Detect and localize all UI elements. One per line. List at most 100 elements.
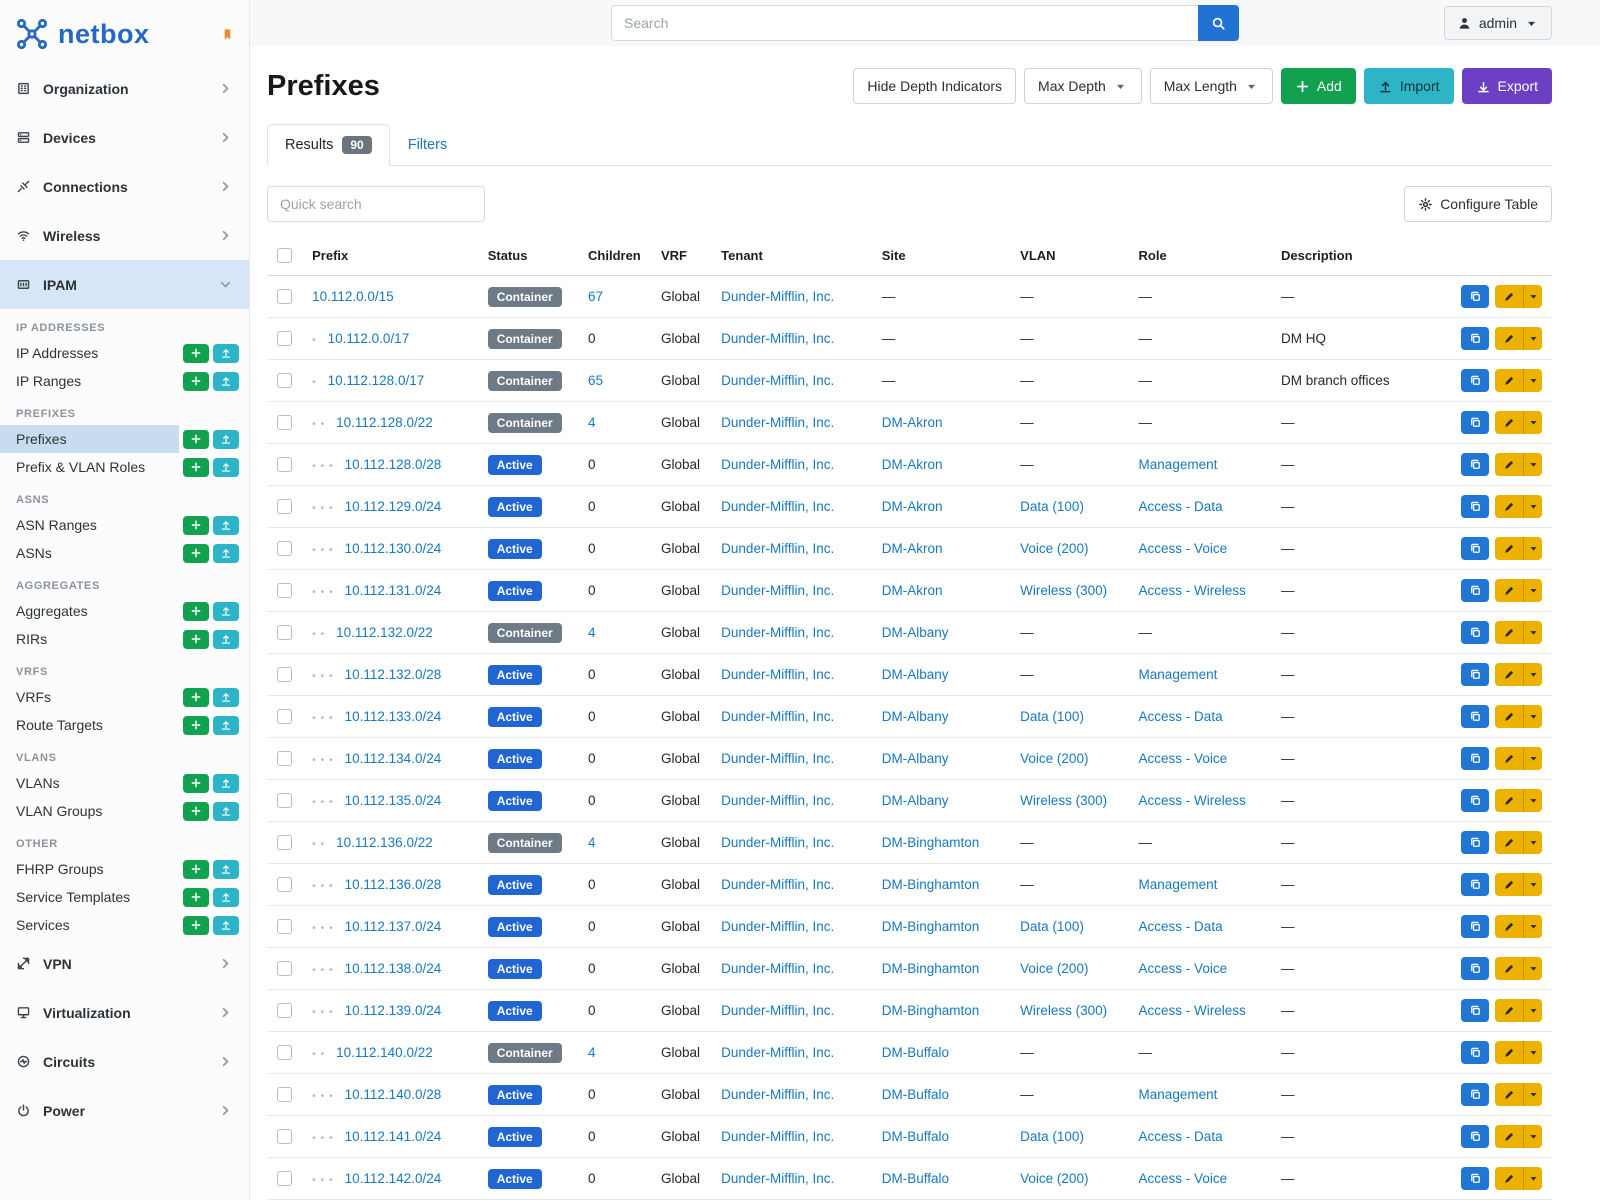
column-header-tenant[interactable]: Tenant [711, 236, 872, 276]
prefix-link[interactable]: 10.112.137.0/24 [344, 919, 442, 934]
sidebar-item-vpn[interactable]: VPN [0, 939, 249, 988]
clone-button[interactable] [1461, 327, 1489, 350]
edit-button[interactable] [1495, 747, 1523, 770]
tenant-link[interactable]: Dunder-Mifflin, Inc. [721, 1045, 835, 1060]
import-vlans-button[interactable] [213, 773, 239, 793]
sidebar-item-devices[interactable]: Devices [0, 113, 249, 162]
site-link[interactable]: DM-Albany [881, 709, 949, 724]
prefix-link[interactable]: 10.112.142.0/24 [344, 1171, 442, 1186]
row-checkbox[interactable] [277, 1003, 292, 1018]
sidebar-item-fhrp-groups[interactable]: FHRP Groups [16, 861, 104, 877]
import-route-targets-button[interactable] [213, 715, 239, 735]
edit-dropdown-button[interactable] [1523, 1041, 1542, 1064]
edit-dropdown-button[interactable] [1523, 1083, 1542, 1106]
edit-dropdown-button[interactable] [1523, 789, 1542, 812]
import-ip-addresses-button[interactable] [213, 343, 239, 363]
prefix-link[interactable]: 10.112.136.0/22 [336, 835, 433, 850]
clone-button[interactable] [1461, 579, 1489, 602]
column-header-site[interactable]: Site [871, 236, 1011, 276]
tenant-link[interactable]: Dunder-Mifflin, Inc. [721, 289, 835, 304]
clone-button[interactable] [1461, 537, 1489, 560]
role-link[interactable]: Access - Voice [1138, 751, 1228, 766]
prefix-link[interactable]: 10.112.140.0/28 [344, 1087, 442, 1102]
role-link[interactable]: Access - Data [1138, 709, 1223, 724]
tenant-link[interactable]: Dunder-Mifflin, Inc. [721, 1171, 835, 1186]
edit-button[interactable] [1495, 1125, 1523, 1148]
vlan-link[interactable]: Wireless (300) [1020, 583, 1108, 598]
row-checkbox[interactable] [277, 1045, 292, 1060]
clone-button[interactable] [1461, 621, 1489, 644]
prefix-link[interactable]: 10.112.128.0/28 [344, 457, 442, 472]
tenant-link[interactable]: Dunder-Mifflin, Inc. [721, 583, 835, 598]
prefix-link[interactable]: 10.112.130.0/24 [344, 541, 442, 556]
tenant-link[interactable]: Dunder-Mifflin, Inc. [721, 961, 835, 976]
site-link[interactable]: DM-Buffalo [881, 1129, 949, 1144]
children-count-link[interactable]: 67 [588, 289, 604, 304]
add-prefix-vlan-roles-button[interactable] [183, 457, 209, 477]
add-vrfs-button[interactable] [183, 687, 209, 707]
prefix-link[interactable]: 10.112.129.0/24 [344, 499, 442, 514]
row-checkbox[interactable] [277, 541, 292, 556]
add-button[interactable]: Add [1280, 68, 1356, 104]
prefix-link[interactable]: 10.112.132.0/28 [344, 667, 442, 682]
prefix-link[interactable]: 10.112.131.0/24 [344, 583, 442, 598]
edit-dropdown-button[interactable] [1523, 411, 1542, 434]
role-link[interactable]: Access - Wireless [1138, 793, 1246, 808]
sidebar-item-circuits[interactable]: Circuits [0, 1037, 249, 1086]
edit-button[interactable] [1495, 495, 1523, 518]
netbox-brand[interactable]: netbox [0, 0, 249, 64]
tenant-link[interactable]: Dunder-Mifflin, Inc. [721, 919, 835, 934]
role-link[interactable]: Access - Wireless [1138, 1003, 1246, 1018]
site-link[interactable]: DM-Albany [881, 793, 949, 808]
clone-button[interactable] [1461, 285, 1489, 308]
import-button[interactable]: Import [1363, 68, 1454, 104]
add-service-templates-button[interactable] [183, 887, 209, 907]
row-checkbox[interactable] [277, 415, 292, 430]
edit-button[interactable] [1495, 957, 1523, 980]
vlan-link[interactable]: Wireless (300) [1020, 793, 1108, 808]
vlan-link[interactable]: Voice (200) [1020, 1171, 1089, 1186]
tenant-link[interactable]: Dunder-Mifflin, Inc. [721, 709, 835, 724]
sidebar-item-ipam[interactable]: IPAM [0, 260, 249, 309]
sidebar-item-vrfs[interactable]: VRFs [16, 689, 51, 705]
edit-dropdown-button[interactable] [1523, 537, 1542, 560]
edit-button[interactable] [1495, 1041, 1523, 1064]
sidebar-item-connections[interactable]: Connections [0, 162, 249, 211]
tenant-link[interactable]: Dunder-Mifflin, Inc. [721, 457, 835, 472]
sidebar-item-vlan-groups[interactable]: VLAN Groups [16, 803, 103, 819]
import-prefix-vlan-roles-button[interactable] [213, 457, 239, 477]
edit-button[interactable] [1495, 453, 1523, 476]
role-link[interactable]: Access - Voice [1138, 541, 1228, 556]
column-header-vrf[interactable]: VRF [650, 236, 712, 276]
site-link[interactable]: DM-Buffalo [881, 1087, 949, 1102]
row-checkbox[interactable] [277, 373, 292, 388]
edit-button[interactable] [1495, 705, 1523, 728]
children-count-link[interactable]: 4 [588, 415, 596, 430]
import-aggregates-button[interactable] [213, 601, 239, 621]
row-checkbox[interactable] [277, 877, 292, 892]
clone-button[interactable] [1461, 369, 1489, 392]
edit-button[interactable] [1495, 537, 1523, 560]
clone-button[interactable] [1461, 999, 1489, 1022]
add-vlans-button[interactable] [183, 773, 209, 793]
import-fhrp-groups-button[interactable] [213, 859, 239, 879]
clone-button[interactable] [1461, 663, 1489, 686]
sidebar-item-service-templates[interactable]: Service Templates [16, 889, 131, 905]
role-link[interactable]: Access - Data [1138, 499, 1223, 514]
site-link[interactable]: DM-Akron [881, 583, 943, 598]
clone-button[interactable] [1461, 1041, 1489, 1064]
tenant-link[interactable]: Dunder-Mifflin, Inc. [721, 667, 835, 682]
clone-button[interactable] [1461, 789, 1489, 812]
prefix-link[interactable]: 10.112.138.0/24 [344, 961, 442, 976]
clone-button[interactable] [1461, 747, 1489, 770]
edit-button[interactable] [1495, 1167, 1523, 1190]
edit-button[interactable] [1495, 285, 1523, 308]
sidebar-item-asns[interactable]: ASNs [16, 545, 52, 561]
role-link[interactable]: Management [1138, 1087, 1218, 1102]
vlan-link[interactable]: Data (100) [1020, 919, 1084, 934]
row-checkbox[interactable] [277, 835, 292, 850]
prefix-link[interactable]: 10.112.0.0/17 [327, 331, 410, 346]
import-prefixes-button[interactable] [213, 429, 239, 449]
prefix-link[interactable]: 10.112.141.0/24 [344, 1129, 442, 1144]
add-services-button[interactable] [183, 915, 209, 935]
